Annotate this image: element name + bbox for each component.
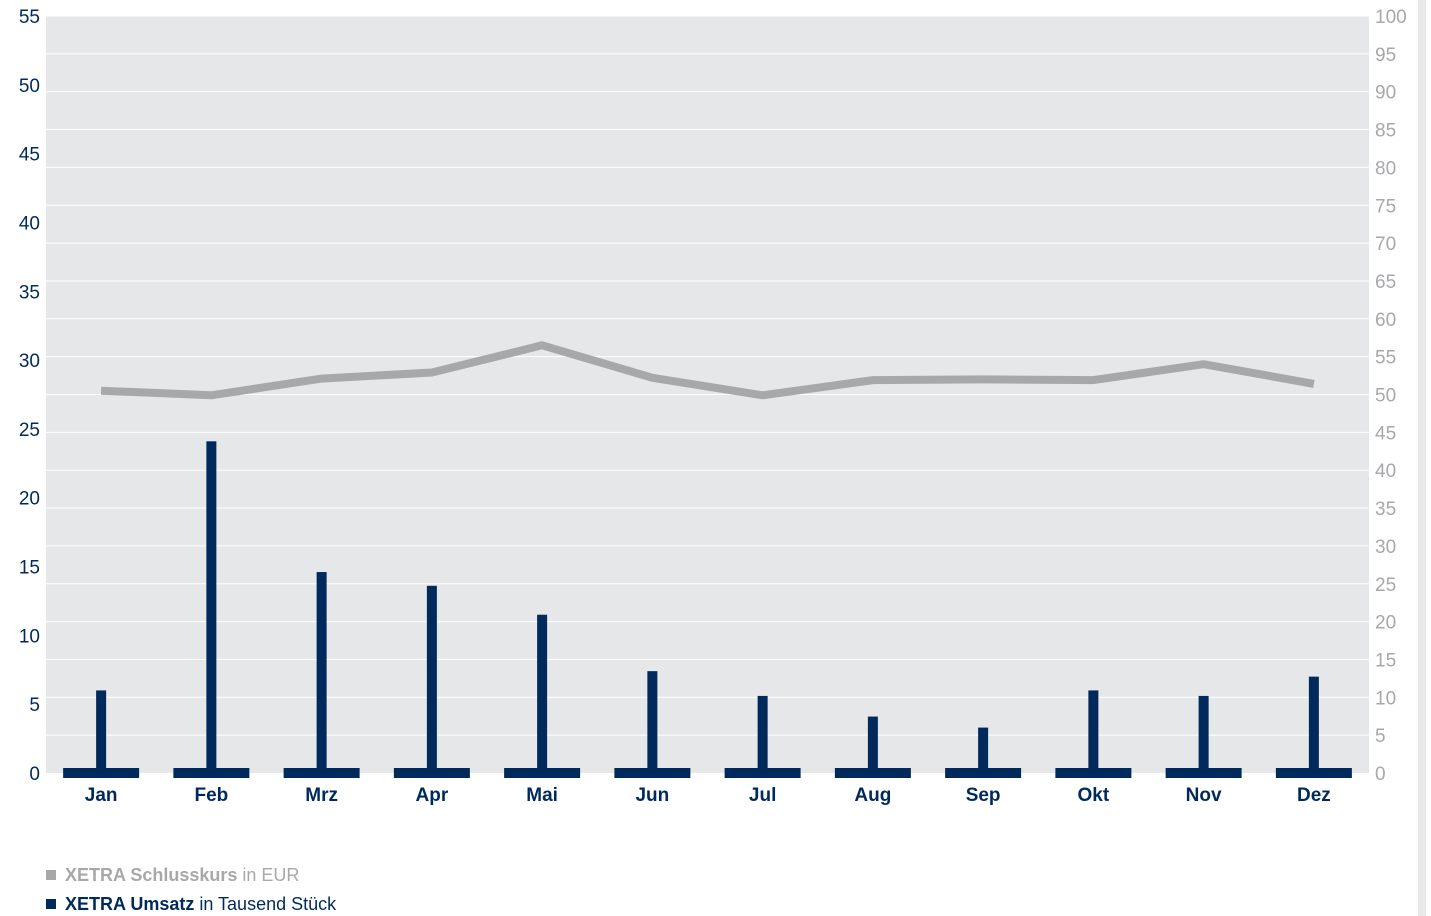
- volume-bar: [96, 690, 107, 773]
- x-tick-label: Nov: [1186, 785, 1222, 806]
- price-swatch-icon: [46, 870, 56, 880]
- x-tick-label: Apr: [416, 785, 449, 806]
- right-tick-label: 40: [1375, 461, 1396, 482]
- left-tick-label: 15: [19, 558, 40, 579]
- left-tick-label: 5: [29, 695, 40, 716]
- right-tick-label: 85: [1375, 121, 1396, 142]
- price-series-line: [100, 341, 1315, 400]
- right-tick-label: 20: [1375, 613, 1396, 634]
- right-tick-label: 50: [1375, 386, 1396, 407]
- left-tick-label: 45: [19, 145, 40, 166]
- x-tick-label: Okt: [1078, 785, 1110, 806]
- gridlines: [46, 15, 1369, 736]
- legend-price-label: XETRA Schlusskurs: [65, 865, 238, 885]
- volume-bar: [1308, 676, 1319, 773]
- right-tick-label: 35: [1375, 499, 1396, 520]
- volume-bar: [1198, 695, 1209, 773]
- right-tick-label: 0: [1375, 764, 1386, 785]
- volume-bar: [867, 716, 878, 773]
- x-tick-label: Feb: [194, 785, 228, 806]
- left-tick-label: 0: [29, 764, 40, 785]
- volume-bar: [757, 695, 768, 773]
- volume-bar: [206, 441, 217, 773]
- right-tick-label: 75: [1375, 196, 1396, 217]
- legend-volume-label: XETRA Umsatz: [65, 894, 195, 914]
- left-tick-label: 50: [19, 76, 40, 97]
- volume-bar: [316, 572, 327, 773]
- right-tick-label: 5: [1375, 726, 1386, 747]
- right-tick-label: 30: [1375, 537, 1396, 558]
- volume-bar: [1088, 690, 1099, 773]
- volume-bar: [647, 671, 658, 773]
- x-tick-label: Jan: [85, 785, 118, 806]
- left-tick-label: 10: [19, 626, 40, 647]
- legend-item-volume: XETRA Umsatz in Tausend Stück: [46, 894, 336, 914]
- right-tick-label: 100: [1375, 7, 1407, 28]
- right-tick-label: 15: [1375, 650, 1396, 671]
- right-tick-label: 45: [1375, 423, 1396, 444]
- price-line: [100, 341, 1315, 400]
- right-tick-label: 25: [1375, 575, 1396, 596]
- x-axis: Jan Feb Mrz Apr Mai Jun Jul Aug Sep Okt Nov Dez: [85, 785, 1331, 806]
- right-tick-label: 55: [1375, 348, 1396, 369]
- volume-bars: [63, 441, 1352, 778]
- left-tick-label: 35: [19, 282, 40, 303]
- volume-swatch-icon: [46, 899, 56, 909]
- x-tick-label: Dez: [1297, 785, 1331, 806]
- left-tick-label: 25: [19, 420, 40, 441]
- right-tick-label: 60: [1375, 310, 1396, 331]
- right-tick-label: 70: [1375, 234, 1396, 255]
- left-axis: 0 5 10 15 20 25 30 35 40 45 50 55: [19, 7, 40, 785]
- scrollbar[interactable]: [1418, 0, 1426, 916]
- legend-volume-unit: in Tausend Stück: [194, 894, 337, 914]
- right-tick-label: 65: [1375, 272, 1396, 293]
- right-tick-label: 10: [1375, 688, 1396, 709]
- right-axis: 0 5 10 15 20 25 30 35 40 45 50 55 60 65 70 75 80 85 90 95 10…: [1375, 7, 1407, 785]
- volume-bar: [426, 585, 437, 773]
- x-tick-label: Mrz: [305, 785, 338, 806]
- right-tick-label: 95: [1375, 45, 1396, 66]
- legend-price-unit: in EUR: [237, 865, 300, 885]
- left-tick-label: 40: [19, 213, 40, 234]
- left-tick-label: 20: [19, 489, 40, 510]
- x-tick-label: Sep: [966, 785, 1001, 806]
- legend-item-price: XETRA Schlusskurs in EUR: [46, 865, 299, 885]
- x-tick-label: Aug: [854, 785, 891, 806]
- right-tick-label: 80: [1375, 158, 1396, 179]
- right-tick-label: 90: [1375, 83, 1396, 104]
- volume-bar: [978, 727, 989, 773]
- volume-bar: [537, 614, 548, 773]
- x-tick-label: Jun: [635, 785, 669, 806]
- x-tick-label: Mai: [526, 785, 558, 806]
- x-tick-label: Jul: [749, 785, 776, 806]
- left-tick-label: 55: [19, 7, 40, 28]
- left-tick-label: 30: [19, 351, 40, 372]
